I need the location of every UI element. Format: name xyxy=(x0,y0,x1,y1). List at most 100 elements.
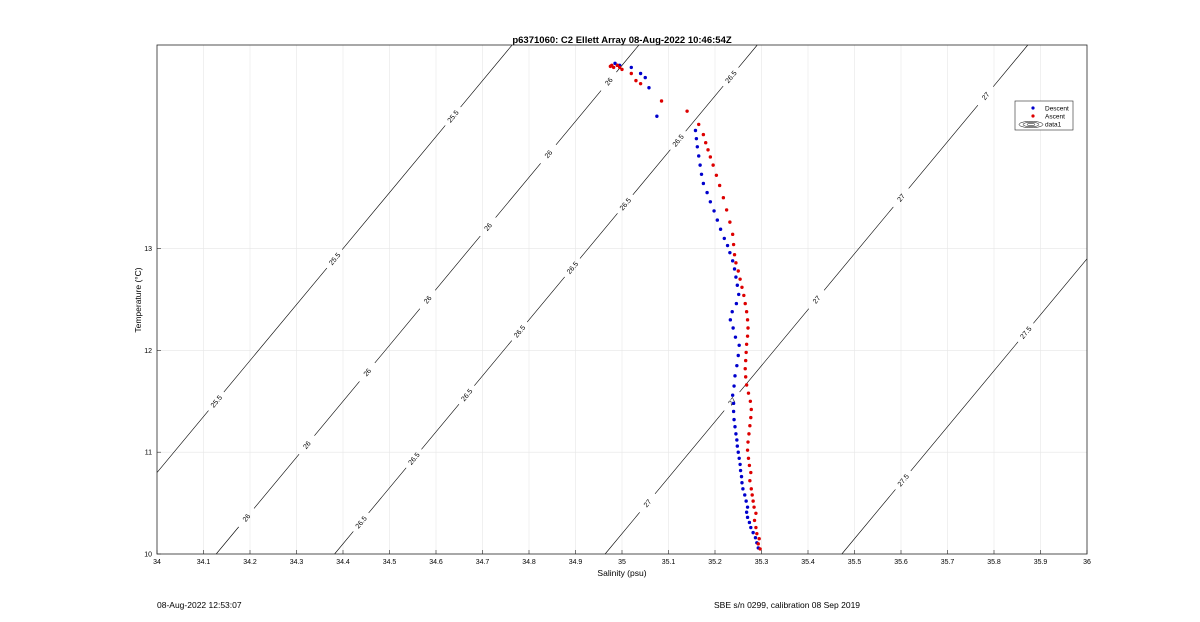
ascent-point xyxy=(704,141,708,145)
descent-point xyxy=(734,301,739,306)
isopycnal-segment xyxy=(738,44,758,68)
ascent-point xyxy=(746,391,751,395)
grid xyxy=(157,45,1087,554)
descent-point xyxy=(728,318,733,322)
isopycnal-segment xyxy=(421,403,460,450)
x-tick-label: 35.3 xyxy=(755,559,769,566)
ascent-point xyxy=(638,81,643,86)
ascent-point xyxy=(736,269,740,273)
ascent-point xyxy=(758,547,762,551)
ascent-point xyxy=(757,537,761,541)
footer-timestamp: 08-Aug-2022 12:53:07 xyxy=(157,600,242,610)
ascent-point xyxy=(685,109,689,113)
ascent-point xyxy=(749,415,753,420)
descent-point xyxy=(736,353,740,358)
x-tick-label: 34.8 xyxy=(522,559,536,566)
chart-title: p6371060: C2 Ellett Array 08-Aug-2022 10… xyxy=(512,35,732,46)
isopycnal-segment xyxy=(1033,258,1088,324)
ascent-point xyxy=(629,71,633,76)
ascent-point xyxy=(752,505,756,509)
isopycnal-segment xyxy=(908,104,979,189)
x-tick-label: 34.3 xyxy=(290,559,304,566)
descent-point xyxy=(715,218,720,222)
descent-point xyxy=(735,363,739,368)
descent-point xyxy=(730,310,734,314)
x-tick-label: 34.7 xyxy=(476,559,490,566)
x-tick-label: 34.5 xyxy=(383,559,397,566)
ascent-point xyxy=(620,67,624,72)
descent-point xyxy=(737,343,741,348)
x-axis-label: Salinity (psu) xyxy=(597,568,646,578)
descent-point xyxy=(734,432,738,436)
descent-point xyxy=(725,243,730,248)
data-points xyxy=(608,61,762,551)
descent-point xyxy=(613,61,617,66)
descent-point xyxy=(728,250,732,255)
isopycnal-segment xyxy=(654,410,725,495)
descent-point xyxy=(712,209,716,213)
x-tick-label: 34 xyxy=(153,559,161,566)
isopycnal-segment xyxy=(823,206,894,291)
legend-descent-marker xyxy=(1031,106,1035,110)
ascent-point xyxy=(746,456,751,461)
ascent-point xyxy=(745,318,750,322)
descent-point xyxy=(737,456,741,461)
ascent-point xyxy=(743,358,748,363)
y-tick-label: 10 xyxy=(144,552,152,559)
x-tick-label: 35.6 xyxy=(894,559,908,566)
isopycnal-segment xyxy=(739,308,810,393)
isopycnal-label: 26.5 xyxy=(725,70,739,85)
x-tick-label: 35 xyxy=(618,559,626,566)
y-axis-label: Temperature (°C) xyxy=(133,267,143,332)
x-tick-label: 35.4 xyxy=(801,559,815,566)
x-tick-label: 36 xyxy=(1083,559,1091,566)
descent-point xyxy=(695,145,700,149)
descent-point xyxy=(732,417,736,422)
descent-point xyxy=(733,335,738,339)
isopycnal-label: 26 xyxy=(604,77,614,88)
ascent-point xyxy=(706,148,710,152)
isopycnal-segment xyxy=(632,149,671,196)
descent-point xyxy=(718,227,723,231)
ascent-point xyxy=(745,334,750,338)
descent-point xyxy=(745,515,750,520)
isopycnal-segment xyxy=(215,526,239,555)
ascent-point xyxy=(717,183,722,188)
ascent-point xyxy=(754,525,758,530)
isopycnal-label: 26.5 xyxy=(355,515,369,530)
ascent-point xyxy=(744,383,749,387)
isopycnal-segment xyxy=(334,531,354,555)
ascent-point xyxy=(738,277,742,281)
descent-point xyxy=(698,163,702,167)
descent-point xyxy=(740,481,744,485)
ascent-point xyxy=(711,163,715,167)
ascent-point xyxy=(749,407,753,412)
descent-point xyxy=(751,530,755,535)
isopycnal-label: 27.5 xyxy=(897,473,911,488)
descent-point xyxy=(647,86,651,90)
isopycnal-label: 26 xyxy=(302,440,312,451)
ascent-point xyxy=(744,310,749,314)
isopycnal-label: 25.5 xyxy=(447,109,461,124)
ascent-point xyxy=(732,253,737,257)
isopycnal-segment xyxy=(434,235,481,291)
x-tick-label: 35.8 xyxy=(987,559,1001,566)
footer-calibration: SBE s/n 0299, calibration 08 Sep 2019 xyxy=(714,600,861,610)
descent-point xyxy=(737,292,741,297)
descent-point xyxy=(735,444,740,448)
ascent-point xyxy=(730,232,735,237)
ascent-point xyxy=(752,518,757,523)
descent-point xyxy=(749,525,753,530)
ascent-point xyxy=(751,499,755,503)
descent-point xyxy=(693,128,698,133)
x-tick-label: 34.4 xyxy=(336,559,350,566)
descent-point xyxy=(743,493,747,497)
isopycnal-label: 25.5 xyxy=(328,252,342,267)
y-tick-label: 13 xyxy=(144,246,152,253)
descent-point xyxy=(655,114,659,118)
descent-point xyxy=(747,520,752,525)
ascent-point xyxy=(608,64,613,69)
isopycnal-label: 25.5 xyxy=(210,394,224,409)
isopycnal-label: 26 xyxy=(242,513,252,524)
